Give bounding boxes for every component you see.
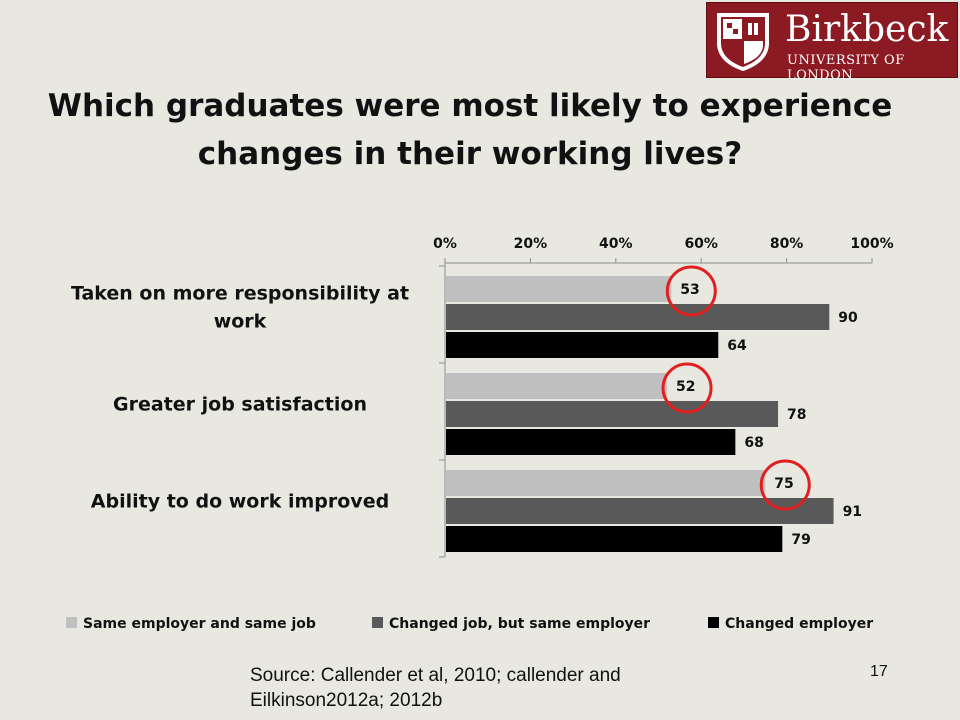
- legend-label: Changed employer: [725, 616, 873, 632]
- highlight-circle: [759, 459, 811, 511]
- crest-icon: [717, 13, 769, 71]
- legend-swatch: [708, 617, 719, 628]
- bar: [446, 429, 736, 455]
- source-note: Source: Callender et al, 2010; callender…: [250, 665, 621, 711]
- data-label: 53: [680, 282, 699, 298]
- legend-label: Same employer and same job: [83, 616, 316, 632]
- category-label: Taken on more responsibility at work: [71, 283, 409, 333]
- bar: [446, 332, 719, 358]
- page-number: 17: [870, 663, 888, 680]
- category-label: Greater job satisfaction: [113, 394, 367, 416]
- slide-title: Which graduates were most likely to expe…: [47, 88, 893, 172]
- data-label: 64: [727, 338, 747, 354]
- data-label: 90: [838, 310, 858, 326]
- x-tick-label: 80%: [770, 236, 804, 252]
- x-tick-label: 100%: [850, 236, 893, 252]
- data-label: 68: [744, 435, 763, 451]
- legend-label: Changed job, but same employer: [389, 616, 650, 632]
- bar: [446, 470, 766, 496]
- data-label: 91: [843, 504, 862, 520]
- data-label: 79: [791, 532, 810, 548]
- x-tick-label: 0%: [433, 236, 457, 252]
- bar: [446, 401, 779, 427]
- x-tick-label: 20%: [514, 236, 548, 252]
- x-tick-label: 60%: [684, 236, 718, 252]
- data-label: 75: [774, 476, 793, 492]
- birkbeck-logo: Birkbeck UNIVERSITY OF LONDON: [706, 2, 958, 83]
- bar: [446, 498, 834, 524]
- data-label: 78: [787, 407, 806, 423]
- bar: [446, 276, 672, 302]
- bar: [446, 526, 783, 552]
- bar-chart: 0% 20% 40% 60% 80% 100% 53 90 64 Taken on more re…: [66, 236, 894, 632]
- highlight-circle: [665, 265, 717, 317]
- logo-name: Birkbeck: [785, 9, 949, 50]
- highlight-circle: [661, 362, 713, 414]
- bar: [446, 304, 830, 330]
- legend-swatch: [66, 617, 77, 628]
- bar: [446, 373, 668, 399]
- x-tick-label: 40%: [599, 236, 633, 252]
- legend-swatch: [372, 617, 383, 628]
- data-label: 52: [676, 379, 695, 395]
- category-label: Ability to do work improved: [91, 491, 389, 513]
- logo-subtitle: UNIVERSITY OF LONDON: [787, 53, 905, 83]
